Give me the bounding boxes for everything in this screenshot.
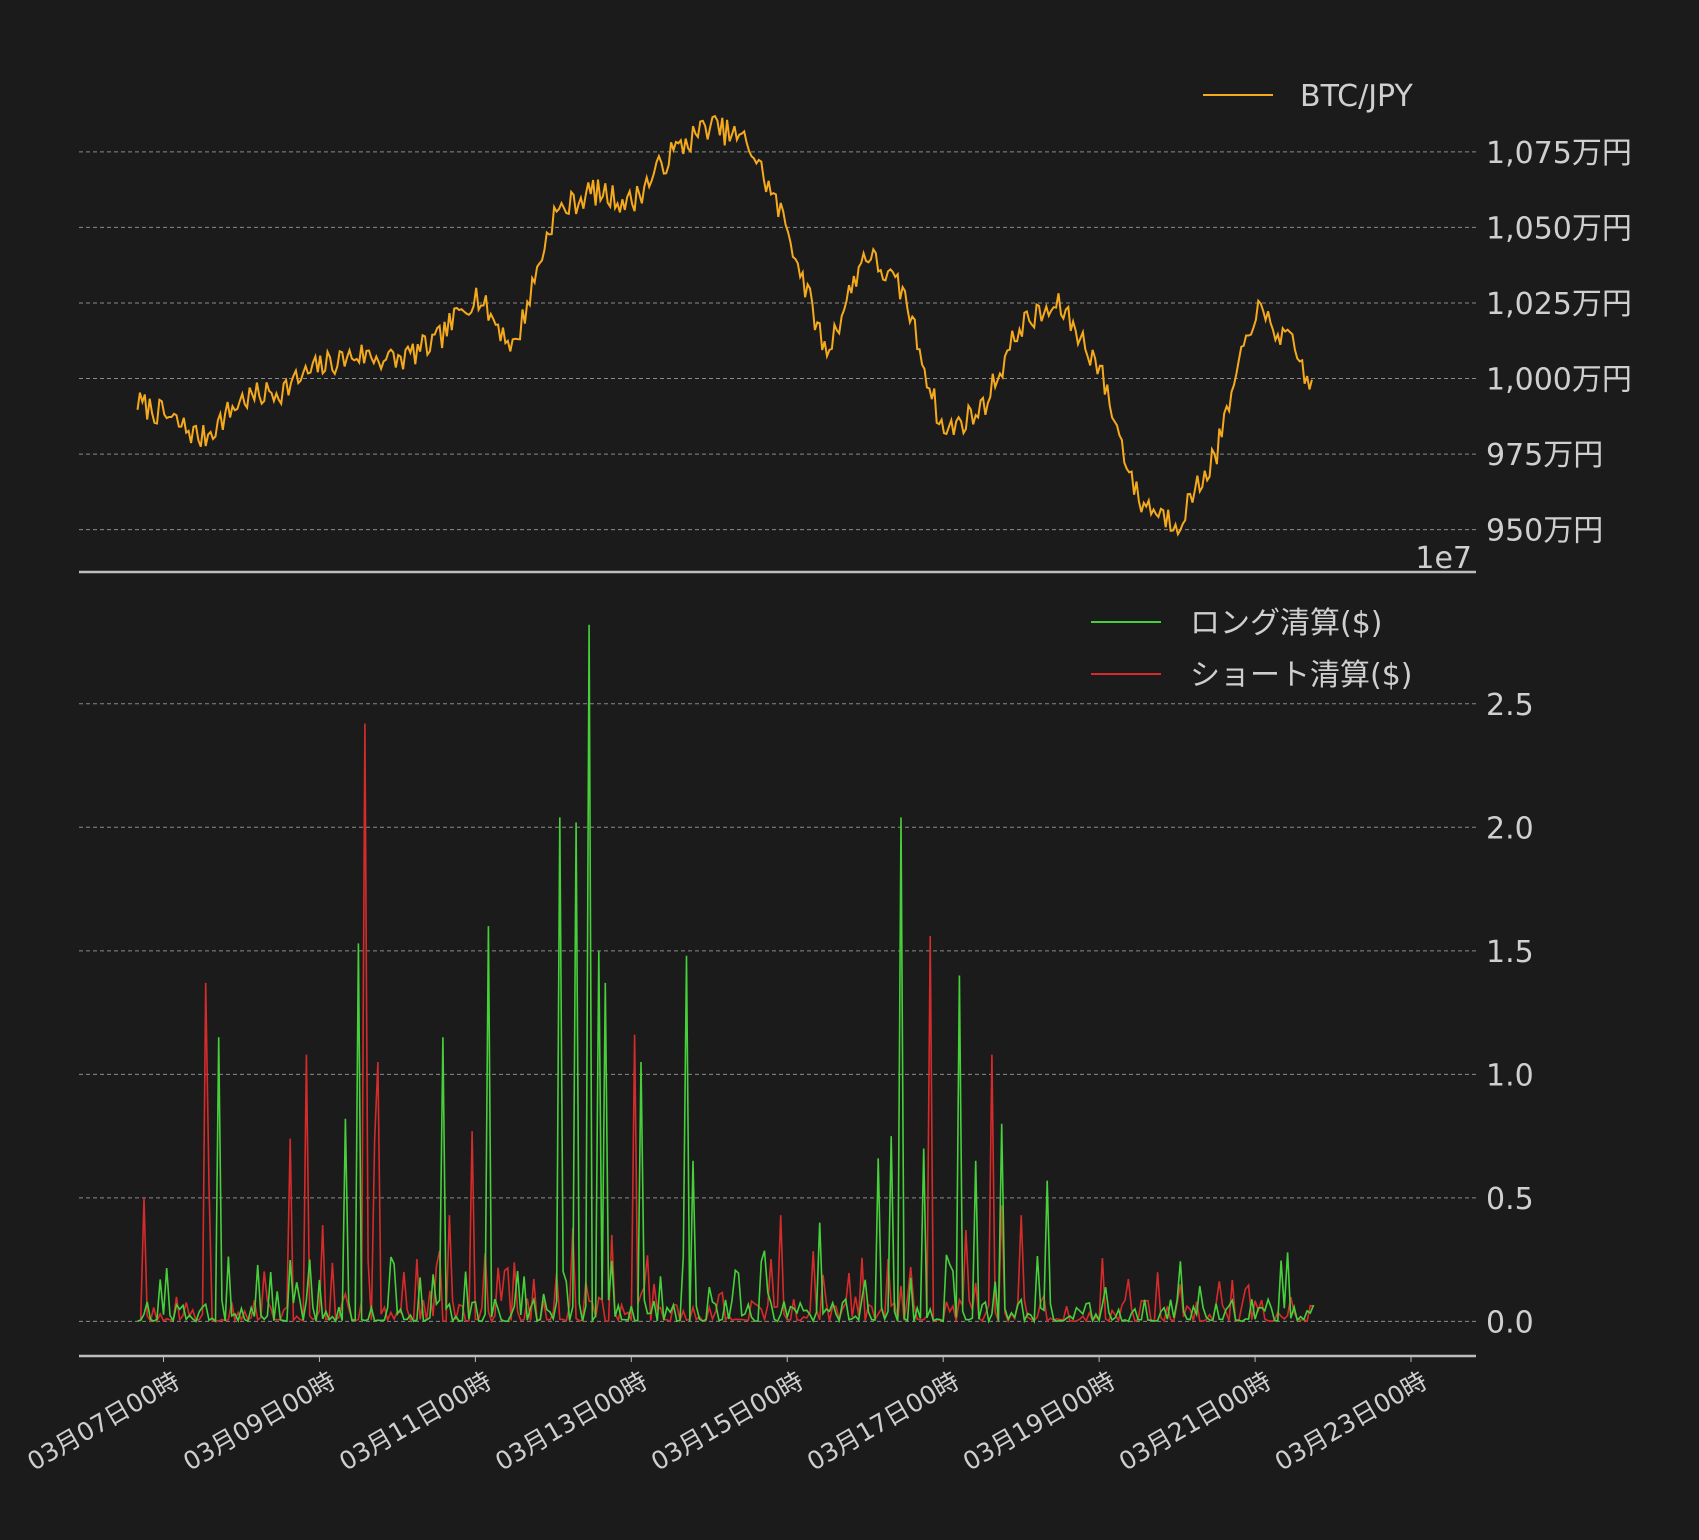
price-y-tick-label: 1,000万円 [1486,363,1632,398]
liquidation-legend: ロング清算($) ショート清算($) [1091,606,1413,693]
legend-btc-label: BTC/JPY [1300,79,1413,114]
liquidation-panel: 0.0 0.5 1.0 1.5 2.0 2.5 ロング清算($) ショート清算($) [79,606,1534,1358]
liquidation-y-tick-label: 1.5 [1486,935,1534,970]
liquidation-y-tick-label: 2.5 [1486,688,1534,723]
price-y-tick-label: 1,050万円 [1486,211,1632,246]
price-y-tick-labels: 950万円 975万円 1,000万円 1,025万円 1,050万円 1,075万円 [1486,136,1632,549]
liquidation-y-tick-label: 1.0 [1486,1058,1534,1093]
price-offset-label: 1e7 [1415,541,1472,576]
short-liquidation-line [137,723,1314,1324]
price-y-tick-label: 1,075万円 [1486,136,1632,171]
liquidation-y-tick-label: 0.5 [1486,1182,1534,1217]
long-liquidation-line [137,624,1315,1324]
price-gridlines [79,151,1476,531]
liquidation-y-tick-label: 0.0 [1486,1305,1534,1340]
price-y-tick-label: 950万円 [1486,514,1603,549]
price-y-tick-label: 1,025万円 [1486,287,1632,322]
price-panel: 950万円 975万円 1,000万円 1,025万円 1,050万円 1,075万円 1… [79,79,1632,576]
liquidation-y-tick-label: 2.0 [1486,811,1534,846]
price-legend: BTC/JPY [1203,79,1413,114]
legend-long-label: ロング清算($) [1190,606,1383,641]
btc-jpy-line [136,114,1313,537]
legend-short-label: ショート清算($) [1190,658,1413,693]
liquidation-y-tick-labels: 0.0 0.5 1.0 1.5 2.0 2.5 [1486,688,1534,1341]
price-y-tick-label: 975万円 [1486,438,1603,473]
